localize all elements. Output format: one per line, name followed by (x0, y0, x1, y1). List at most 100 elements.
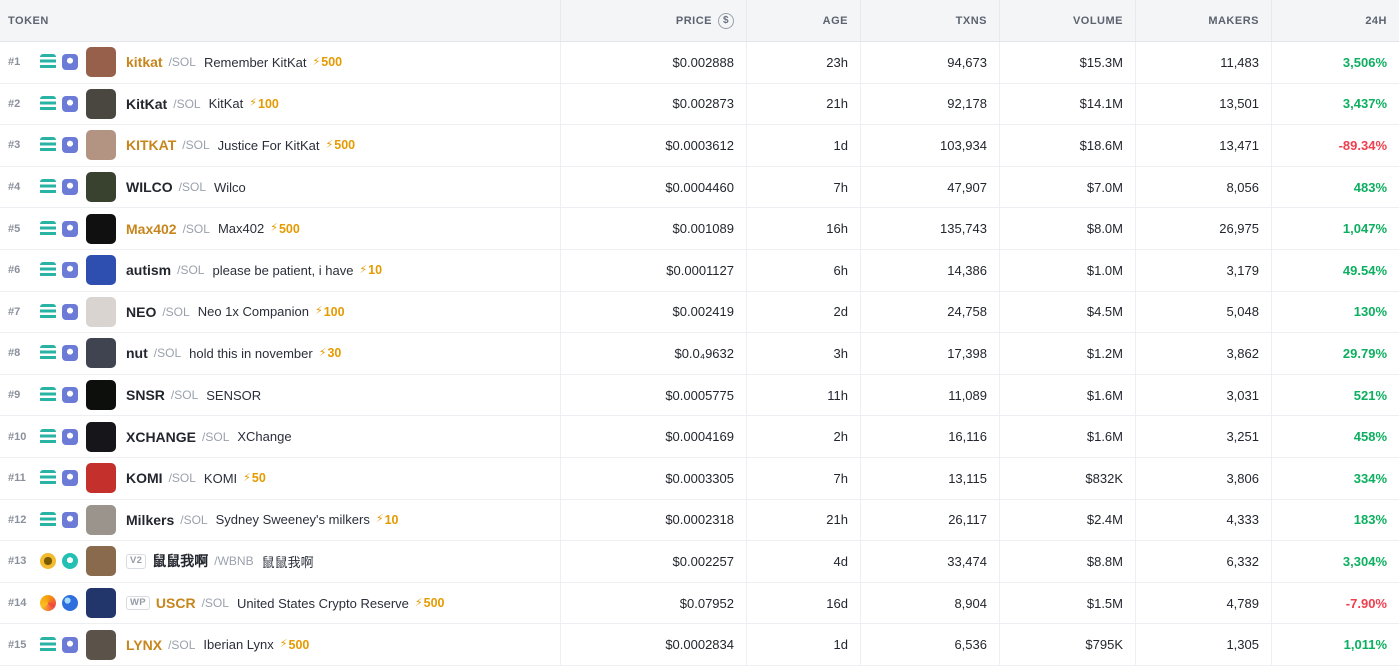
price-cell: $0.0004169 (560, 416, 746, 457)
table-row[interactable]: #10 XCHANGE/SOL XChange $0.0004169 2h 16,116 $… (0, 416, 1399, 458)
pair-label: /SOL (178, 180, 207, 195)
volume-cell: $832K (999, 457, 1135, 499)
boost-badge[interactable]: ⚡ 500 (313, 55, 343, 69)
volume-cell: $1.2M (999, 333, 1135, 374)
volume-cell: $1.5M (999, 582, 1135, 624)
boost-count: 500 (321, 55, 343, 70)
chain-icon (62, 303, 78, 320)
chain-icon (62, 262, 78, 279)
dex-icon (40, 95, 56, 112)
pair-label: /SOL (162, 304, 190, 319)
makers-cell: 11,483 (1135, 42, 1271, 83)
token-name: KOMI (203, 470, 238, 486)
boost-badge[interactable]: ⚡ 500 (326, 138, 356, 152)
table-row[interactable]: #13 V2 鼠鼠我啊/WBNB 鼠鼠我啊 $0.002257 4d 33,474 $8.8M… (0, 541, 1399, 583)
price-cell: $0.002257 (560, 541, 746, 582)
table-row[interactable]: #1 kitkat/SOL Remember KitKat ⚡ 500 $0.002888… (0, 42, 1399, 84)
change-cell: -7.90% (1271, 582, 1399, 624)
boost-count: 10 (368, 263, 383, 278)
pair-label: /SOL (201, 596, 229, 611)
boost-badge[interactable]: ⚡ 50 (243, 471, 266, 485)
boost-badge[interactable]: ⚡ 500 (280, 638, 310, 652)
volume-cell: $8.8M (999, 541, 1135, 582)
table-row[interactable]: #9 SNSR/SOL SENSOR $0.0005775 11h 11,089 $1.6M… (0, 374, 1399, 417)
pair-label: /SOL (177, 263, 205, 278)
chain-icon (62, 511, 78, 528)
usd-toggle-icon[interactable]: $ (718, 12, 734, 29)
table-row[interactable]: #4 WILCO/SOL Wilco $0.0004460 7h 47,907 $7.0M 8… (0, 166, 1399, 209)
table-row[interactable]: #2 KitKat/SOL KitKat ⚡ 100 $0.002873 21h 92,178… (0, 83, 1399, 126)
table-row[interactable]: #12 Milkers/SOL Sydney Sweeney's milkers ⚡ 1… (0, 499, 1399, 542)
price-cell: $0.0003612 (560, 125, 746, 166)
volume-cell: $7.0M (999, 166, 1135, 208)
token-name: Justice For KitKat (217, 137, 320, 153)
column-header-age[interactable]: AGE (746, 0, 860, 41)
token-avatar (86, 380, 116, 411)
price-cell: $0.001089 (560, 208, 746, 249)
column-header-makers[interactable]: MAKERS (1135, 0, 1271, 41)
token-cell: #2 KitKat/SOL KitKat ⚡ 100 (0, 84, 560, 125)
price-cell: $0.0005775 (560, 374, 746, 416)
boost-badge[interactable]: ⚡ 500 (415, 596, 445, 610)
column-header-txns[interactable]: TXNS (860, 0, 999, 41)
boost-badge[interactable]: ⚡ 100 (315, 305, 345, 319)
lightning-icon: ⚡ (359, 263, 368, 276)
column-header-txns-label: TXNS (955, 14, 987, 27)
price-cell: $0.0₄9632 (560, 333, 746, 374)
volume-cell: $1.0M (999, 249, 1135, 291)
table-row[interactable]: #14 WP USCR/SOL United States Crypto Reserv… (0, 582, 1399, 625)
lightning-icon: ⚡ (243, 471, 251, 484)
token-cell: #1 kitkat/SOL Remember KitKat ⚡ 500 (0, 42, 560, 83)
boost-badge[interactable]: ⚡ 500 (270, 222, 300, 236)
column-header-token[interactable]: TOKEN (0, 0, 560, 41)
boost-badge[interactable]: ⚡ 10 (376, 513, 399, 527)
chain-icon (62, 428, 78, 445)
makers-cell: 3,806 (1135, 457, 1271, 499)
txns-cell: 13,115 (860, 457, 999, 499)
token-avatar (86, 213, 116, 244)
token-name: Iberian Lynx (203, 637, 274, 653)
boost-count: 50 (251, 471, 266, 486)
dex-icon (40, 220, 56, 237)
txns-cell: 92,178 (860, 83, 999, 125)
column-header-volume[interactable]: VOLUME (999, 0, 1135, 41)
lightning-icon: ⚡ (414, 596, 423, 609)
rank-label: #7 (8, 305, 21, 318)
change-cell: 521% (1271, 374, 1399, 416)
boost-badge[interactable]: ⚡ 10 (359, 263, 382, 277)
chain-icon (62, 387, 78, 404)
table-row[interactable]: #5 Max402/SOL Max402 ⚡ 500 $0.001089 16h 135,74… (0, 208, 1399, 250)
table-row[interactable]: #15 LYNX/SOL Iberian Lynx ⚡ 500 $0.0002834 1d 6… (0, 624, 1399, 666)
lightning-icon: ⚡ (318, 346, 327, 359)
price-cell: $0.07952 (560, 582, 746, 624)
token-avatar (86, 47, 116, 78)
table-row[interactable]: #3 KITKAT/SOL Justice For KitKat ⚡ 500 $0.000… (0, 125, 1399, 167)
table-row[interactable]: #8 nut/SOL hold this in november ⚡ 30 $0.0₄96… (0, 333, 1399, 375)
rank-label: #8 (8, 347, 21, 360)
boost-badge[interactable]: ⚡ 100 (249, 97, 279, 111)
change-cell: 3,437% (1271, 83, 1399, 125)
age-cell: 2d (746, 291, 860, 333)
table-row[interactable]: #7 NEO/SOL Neo 1x Companion ⚡ 100 $0.002419 2d… (0, 291, 1399, 334)
table-row[interactable]: #11 KOMI/SOL KOMI ⚡ 50 $0.0003305 7h 13,115 $832… (0, 457, 1399, 500)
age-cell: 1d (746, 624, 860, 665)
price-cell: $0.0003305 (560, 457, 746, 499)
age-cell: 7h (746, 457, 860, 499)
table-row[interactable]: #6 autism/SOL please be patient, i have ⚡ 10… (0, 249, 1399, 292)
chain-icon (62, 345, 78, 362)
price-cell: $0.0002834 (560, 624, 746, 665)
rank-label: #13 (8, 555, 27, 568)
boost-badge[interactable]: ⚡ 30 (319, 346, 342, 360)
age-cell: 11h (746, 374, 860, 416)
version-badge: WP (126, 595, 150, 611)
token-avatar (86, 338, 116, 369)
token-cell: #7 NEO/SOL Neo 1x Companion ⚡ 100 (0, 292, 560, 333)
token-avatar (86, 255, 116, 286)
column-header-24h[interactable]: 24H (1271, 0, 1399, 41)
token-cell: #10 XCHANGE/SOL XChange (0, 416, 560, 457)
volume-cell: $1.6M (999, 374, 1135, 416)
column-header-price[interactable]: PRICE $ (560, 0, 746, 41)
token-avatar (86, 546, 116, 577)
column-header-makers-label: MAKERS (1208, 14, 1259, 27)
boost-count: 100 (323, 304, 345, 319)
